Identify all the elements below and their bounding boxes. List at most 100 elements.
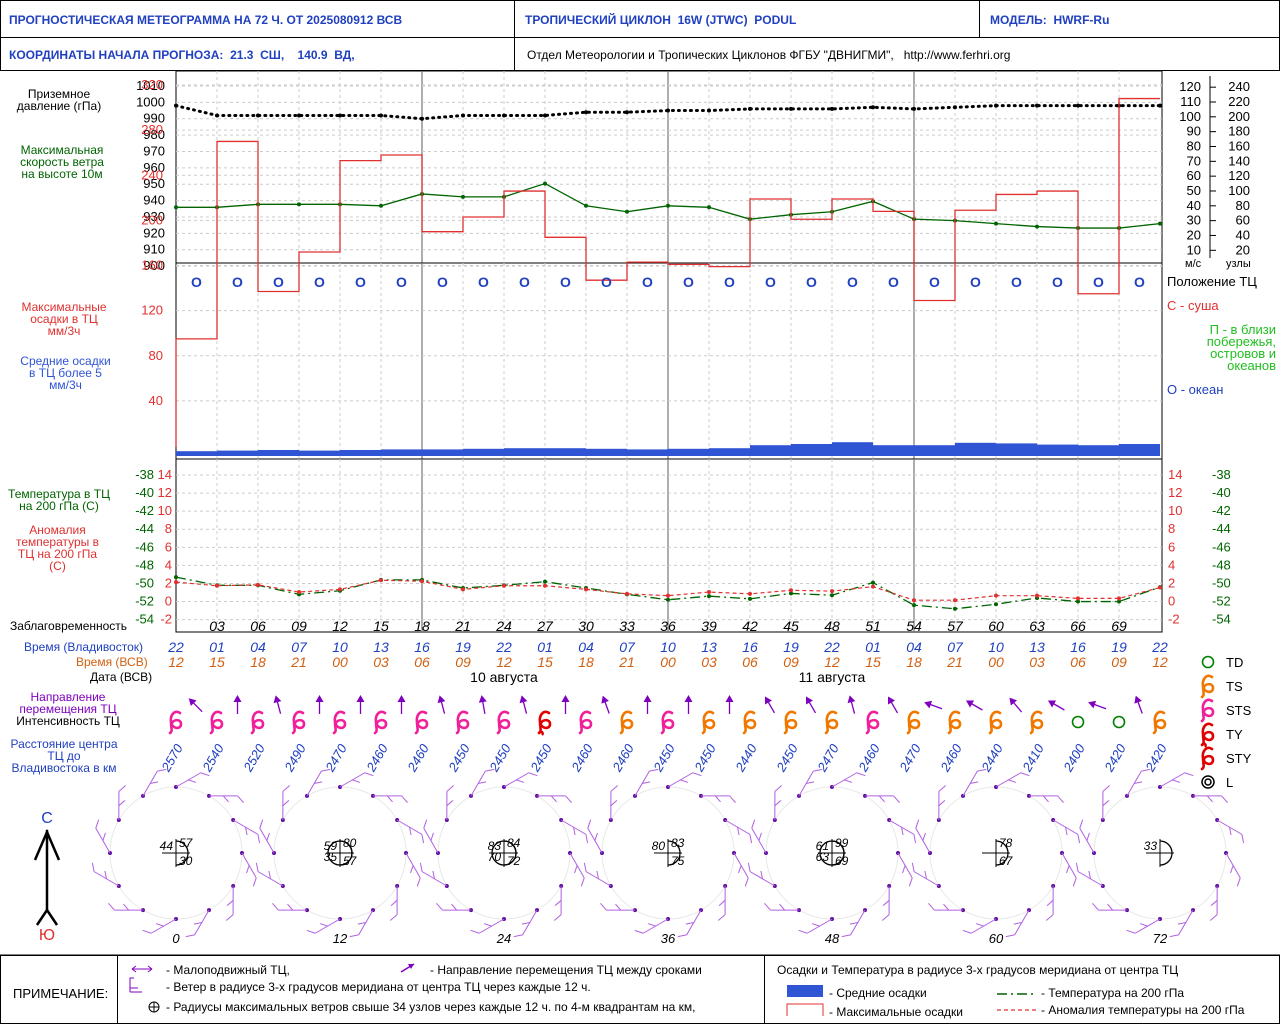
position-title: Положение ТЦ <box>1167 276 1277 288</box>
temp-point <box>994 602 998 606</box>
wind-barb-flag <box>752 820 755 829</box>
wind-barb-flag <box>894 796 900 803</box>
wind-barb-flag <box>96 820 99 829</box>
anomaly-tick-left: 0 <box>165 594 172 609</box>
direction-arrow-head <box>923 698 932 708</box>
wind-barb-flag <box>123 904 128 910</box>
wind-ms-tick: 30 <box>1187 213 1201 228</box>
intensity-symbol-td <box>1114 717 1125 728</box>
temp-tick-right: -42 <box>1212 503 1231 518</box>
distance-label: Расстояние центра ТЦ до Владивостока в к… <box>8 738 120 774</box>
wind-barb-flag <box>1140 924 1148 927</box>
wind-point <box>174 205 178 209</box>
time-vlad-cell: 01 <box>537 639 553 655</box>
wind-barb-flag <box>227 900 233 905</box>
pressure-label: Приземное давление (гПа) <box>14 88 104 112</box>
lead-tick: 24 <box>495 618 512 634</box>
direction-arrow <box>762 694 778 714</box>
distance-label: 2420 <box>1142 741 1170 775</box>
wind-ms-tick: 40 <box>1187 198 1201 213</box>
temp-tick-right: -50 <box>1212 575 1231 590</box>
pressure-point <box>297 113 301 117</box>
wind-barb-flag <box>447 785 454 791</box>
time-vlad-cell: 01 <box>209 639 225 655</box>
direction-arrow-head <box>644 695 652 702</box>
wind-ms-tick: 10 <box>1187 242 1201 257</box>
tc-position-mark: О <box>191 274 202 290</box>
wind-barb-flag <box>914 834 916 843</box>
wind-point <box>543 182 547 186</box>
pressure-point <box>543 113 547 117</box>
temp-tick-left: -44 <box>135 521 154 536</box>
wind-barb-flag <box>447 800 453 805</box>
direction-arrow-head <box>478 694 487 702</box>
anomaly-tick-right: 4 <box>1168 557 1175 572</box>
radius-se: 69 <box>835 854 849 868</box>
avg-precip-bar <box>586 449 627 456</box>
radius-ne: 84 <box>507 836 521 850</box>
distance-label: 2440 <box>978 741 1006 775</box>
avg-precip-bar <box>750 445 791 456</box>
radius-ne: 80 <box>343 836 357 850</box>
intensity-swirl <box>1031 712 1042 733</box>
tc-position-mark: О <box>847 274 858 290</box>
intensity-swirl <box>621 712 632 733</box>
intensity-circle <box>1073 717 1084 728</box>
wind-ms-tick: 100 <box>1179 109 1201 124</box>
wind-rose-lead: 12 <box>333 931 348 946</box>
direction-arrow-head <box>1087 698 1096 708</box>
wind-point <box>584 204 588 208</box>
intensity-symbol-sts <box>457 712 468 733</box>
wind-barb-flag <box>417 878 420 887</box>
wind-barb-flag <box>256 863 258 872</box>
time-vlad-cell: 13 <box>373 639 389 655</box>
anomaly-point <box>1035 594 1039 598</box>
intensity-swirl-tail <box>539 732 543 735</box>
temp-point <box>912 603 916 607</box>
wind-barb-flag <box>424 820 427 829</box>
position-ocean: О - океан <box>1167 384 1277 396</box>
intensity-swirl <box>416 712 427 733</box>
time-utc-cell: 03 <box>373 654 389 670</box>
direction-arrow <box>803 694 819 714</box>
wind-barb-flag <box>1210 915 1217 921</box>
time-vlad-cell: 16 <box>742 639 758 655</box>
temp-tick-left: -38 <box>135 467 154 482</box>
intensity-swirl <box>539 712 550 733</box>
direction-arrow <box>923 698 944 712</box>
lead-tick: 18 <box>414 618 430 634</box>
intensity-symbol-ty <box>1202 724 1213 747</box>
wind-point <box>461 195 465 199</box>
avg-precip-bar <box>996 443 1037 456</box>
intensity-swirl <box>908 712 919 733</box>
intensity-swirl <box>1202 676 1213 697</box>
pressure-tick: 940 <box>143 193 165 208</box>
distance-label: 2450 <box>486 741 514 775</box>
direction-arrow-head <box>685 695 693 702</box>
direction-arrow-head <box>762 694 772 704</box>
pressure-tick: 910 <box>143 242 165 257</box>
wind-barb-flag <box>1043 796 1048 802</box>
wind-barb-flag <box>745 878 748 887</box>
avg-precip-bar <box>873 445 914 456</box>
page-title: ПРОГНОСТИЧЕСКАЯ МЕТЕОГРАММА НА 72 Ч. ОТ … <box>9 13 402 27</box>
wind-barb-flag <box>201 773 210 776</box>
direction-arrow <box>186 695 205 714</box>
model-prefix: МОДЕЛЬ: <box>990 13 1047 27</box>
wind-kt-tick: 100 <box>1228 183 1250 198</box>
pressure-point <box>748 107 752 111</box>
model-name: HWRF-Ru <box>1053 13 1109 27</box>
radius-nw: 33 <box>1144 839 1158 853</box>
wind-barb-flag <box>352 780 360 783</box>
wind-barb-flag <box>238 796 244 803</box>
lead-tick: 03 <box>209 618 225 634</box>
wind-rose-lead: 72 <box>1153 931 1168 946</box>
radius-sw: 70 <box>488 850 502 864</box>
department-text: Отдел Метеорологии и Тропических Циклоно… <box>527 48 1010 62</box>
wind-barb-flag <box>1021 773 1030 776</box>
avg-precip-bar <box>627 449 668 456</box>
time-utc-cell: 15 <box>537 654 553 670</box>
lead-tick: 27 <box>536 618 554 634</box>
cyclone-agency: (JTWC) <box>706 13 748 27</box>
time-vlad-cell: 13 <box>1029 639 1045 655</box>
